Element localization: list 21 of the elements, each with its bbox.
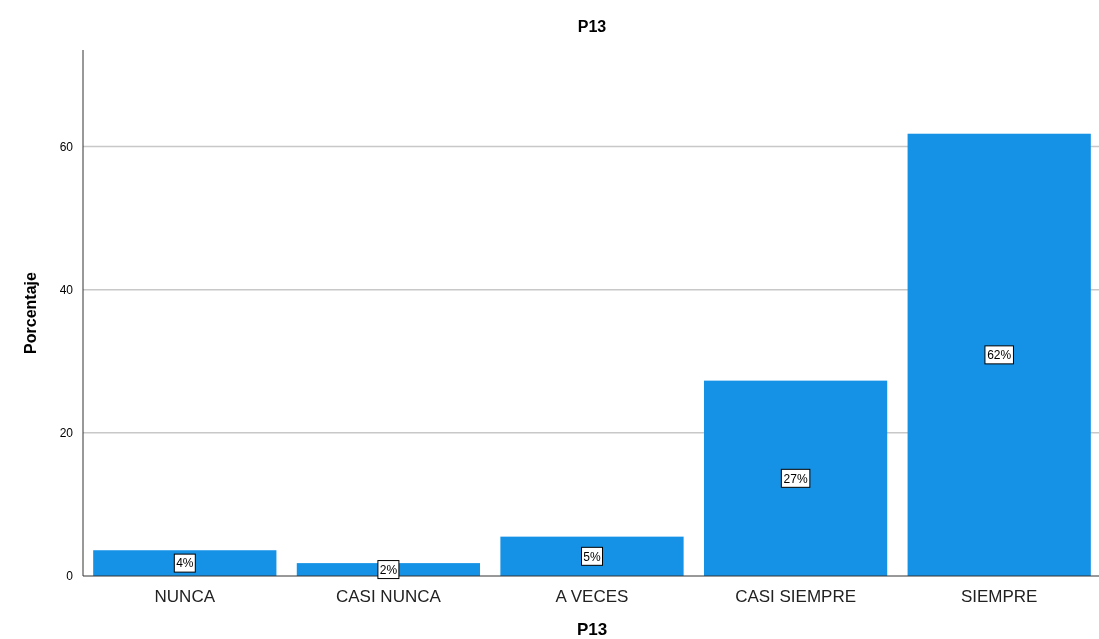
x-tick-label: A VECES (555, 587, 629, 606)
bar (93, 550, 277, 576)
data-label: 2% (379, 562, 398, 577)
y-tick-label: 0 (66, 569, 74, 584)
y-tick-label: 40 (59, 282, 74, 297)
data-label: 4% (176, 556, 194, 571)
x-axis-title: P13 (576, 620, 608, 639)
bar (703, 380, 888, 576)
chart-title: P13 (577, 18, 607, 35)
x-tick-label: NUNCA (154, 587, 216, 606)
y-axis-title: Porcentaje (22, 271, 39, 354)
x-tick-label: CASI SIEMPRE (735, 587, 857, 606)
data-label: 27% (783, 471, 808, 486)
x-tick-label: SIEMPRE (960, 587, 1038, 606)
x-tick-label: CASI NUNCA (335, 587, 442, 606)
y-tick-label: 20 (59, 426, 74, 441)
y-tick-label: 60 (59, 139, 74, 154)
bar (907, 133, 1091, 576)
data-label: 5% (583, 549, 601, 564)
data-label: 62% (987, 348, 1012, 363)
bar (500, 536, 684, 576)
